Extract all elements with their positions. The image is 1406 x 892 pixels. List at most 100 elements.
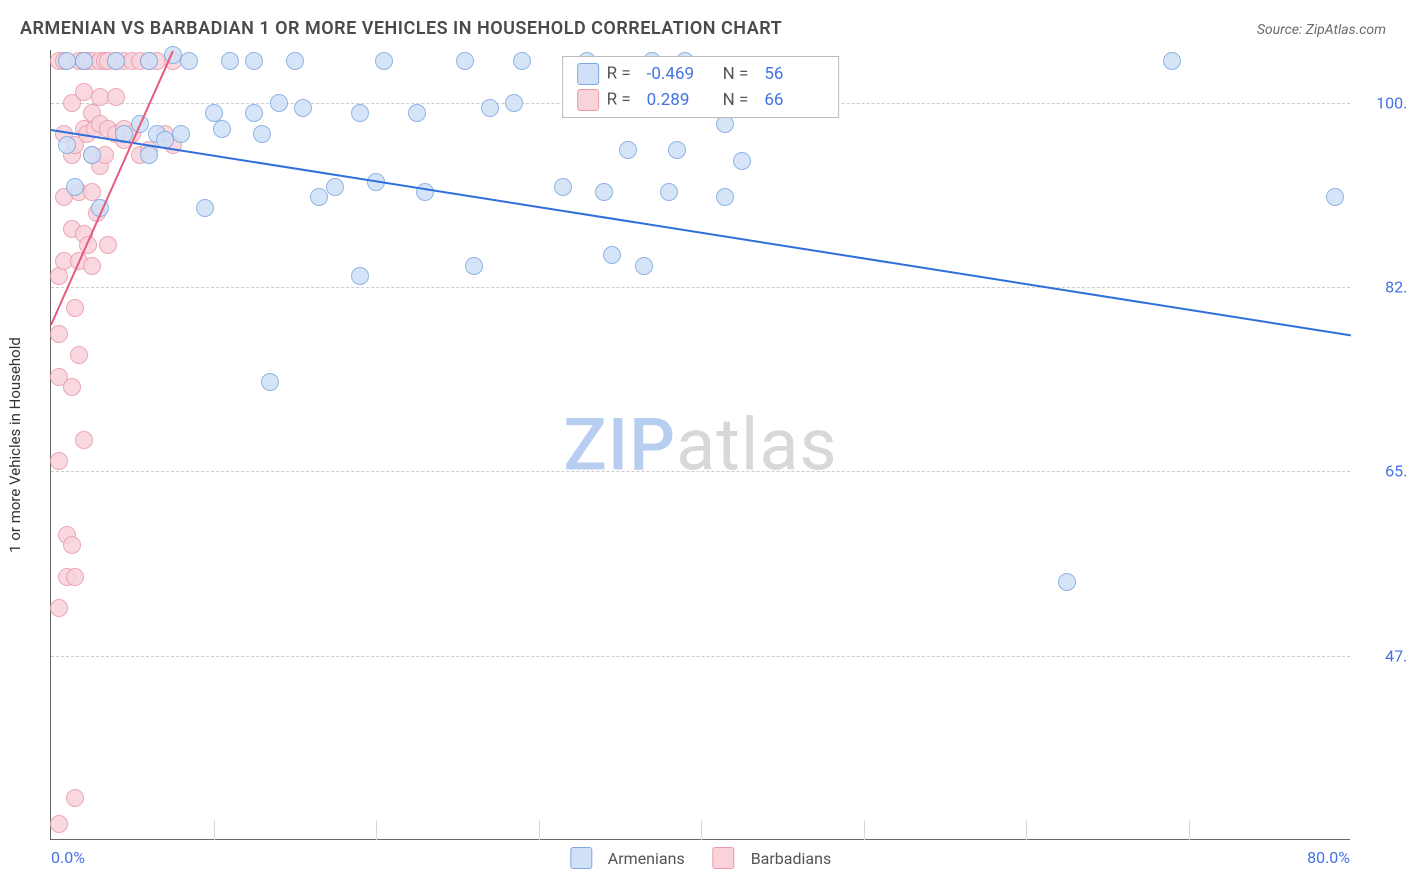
data-point [83,146,101,164]
x-tick [1026,820,1027,840]
legend-item-barbadians: Barbadians [713,847,832,869]
data-point [66,789,84,807]
data-point [99,236,117,254]
grid-line [51,471,1350,472]
swatch-armenians [570,847,592,869]
data-point [50,267,68,285]
data-point [245,52,263,70]
data-point [221,52,239,70]
chart-title: ARMENIAN VS BARBADIAN 1 OR MORE VEHICLES… [20,18,782,39]
data-point [456,52,474,70]
legend-stat-row: R =-0.469N =56 [577,63,825,85]
legend-stat-row: R =0.289N =66 [577,89,825,111]
data-point [172,125,190,143]
scatter-plot: 47.5%65.0%82.5%100.0% 1 or more Vehicles… [50,50,1350,840]
data-point [513,52,531,70]
r-value: 0.289 [647,90,707,110]
data-point [107,52,125,70]
data-point [635,257,653,275]
data-point [50,325,68,343]
data-point [63,378,81,396]
data-point [1163,52,1181,70]
swatch-icon [577,89,599,111]
data-point [619,141,637,159]
data-point [310,188,328,206]
data-point [660,183,678,201]
data-point [66,299,84,317]
data-point [140,146,158,164]
data-point [351,267,369,285]
y-tick-label: 65.0% [1358,462,1406,481]
data-point [554,178,572,196]
data-point [196,199,214,217]
data-point [140,52,158,70]
data-point [408,104,426,122]
data-point [1058,573,1076,591]
r-value: -0.469 [647,64,707,84]
data-point [481,99,499,117]
data-point [733,152,751,170]
chart-source: Source: ZipAtlas.com [1257,22,1386,38]
data-point [50,815,68,833]
n-label: N = [723,64,749,84]
correlation-legend: R =-0.469N =56R =0.289N =66 [562,56,840,118]
x-axis-min-label: 0.0% [51,848,85,867]
data-point [66,568,84,586]
y-tick-label: 82.5% [1358,278,1406,297]
data-point [253,125,271,143]
series-legend: Armenians Barbadians [570,847,831,869]
data-point [63,536,81,554]
y-axis-label: 1 or more Vehicles in Household [6,337,24,553]
data-point [58,136,76,154]
data-point [270,94,288,112]
y-tick-label: 47.5% [1358,646,1406,665]
data-point [75,52,93,70]
n-label: N = [723,90,749,110]
data-point [107,88,125,106]
data-point [245,104,263,122]
data-point [326,178,344,196]
data-point [213,120,231,138]
legend-item-armenians: Armenians [570,847,685,869]
data-point [50,452,68,470]
n-value: 66 [764,90,824,110]
data-point [58,52,76,70]
trend-line [51,129,1351,336]
grid-line [51,287,1350,288]
source-prefix: Source: [1257,22,1306,38]
data-point [261,373,279,391]
data-point [180,52,198,70]
data-point [416,183,434,201]
data-point [70,346,88,364]
data-point [1326,188,1344,206]
x-axis-max-label: 80.0% [1307,848,1350,867]
x-tick [214,820,215,840]
x-tick [1189,820,1190,840]
swatch-barbadians [713,847,735,869]
source-name: ZipAtlas.com [1306,22,1386,38]
legend-label-barbadians: Barbadians [751,849,832,868]
x-tick [701,820,702,840]
data-point [294,99,312,117]
x-tick [539,820,540,840]
data-point [668,141,686,159]
data-point [375,52,393,70]
y-tick-label: 100.0% [1358,93,1406,112]
legend-label-armenians: Armenians [608,849,685,868]
data-point [595,183,613,201]
swatch-icon [577,63,599,85]
data-point [50,599,68,617]
data-point [603,246,621,264]
data-point [716,188,734,206]
data-point [83,257,101,275]
x-tick [376,820,377,840]
data-point [286,52,304,70]
data-point [75,83,93,101]
data-point [465,257,483,275]
data-point [505,94,523,112]
data-point [75,431,93,449]
n-value: 56 [764,64,824,84]
x-tick [864,820,865,840]
data-point [351,104,369,122]
grid-line [51,656,1350,657]
